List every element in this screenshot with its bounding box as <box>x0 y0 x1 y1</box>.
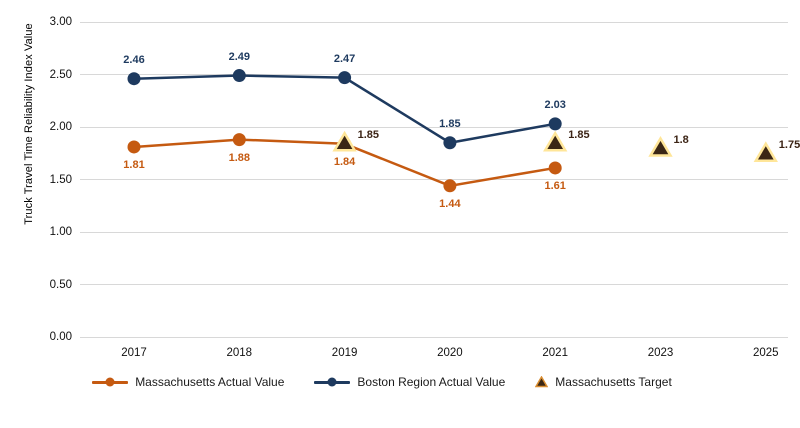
x-tick-label: 2018 <box>226 347 253 359</box>
legend-item-massachusetts-target: Massachusetts Target <box>535 375 672 389</box>
data-point-label: 2.47 <box>333 52 356 65</box>
triangle-marker-icon <box>753 141 778 162</box>
triangle-marker-icon <box>648 136 673 157</box>
data-point-label: 1.84 <box>333 155 356 168</box>
massachusetts-actual-line-swatch <box>92 377 129 387</box>
y-tick-label: 0.50 <box>49 278 72 291</box>
boston-region-line-swatch <box>314 377 351 387</box>
chart-legend: Massachusetts Actual Value Boston Region… <box>0 375 800 389</box>
gridline <box>80 74 788 75</box>
x-tick-label: 2020 <box>437 347 463 359</box>
y-tick-label: 2.00 <box>49 121 72 133</box>
circle-marker-icon <box>548 117 562 131</box>
legend-item-boston-region-actual: Boston Region Actual Value <box>314 375 505 389</box>
x-tick-label: 2019 <box>331 347 358 359</box>
data-point-label: 1.75 <box>778 139 800 152</box>
gridline <box>80 126 788 128</box>
legend-label: Massachusetts Actual Value <box>135 375 285 389</box>
triangle-marker-icon <box>332 130 357 152</box>
legend-label: Massachusetts Target <box>555 375 672 389</box>
x-tick-label: 2021 <box>542 347 568 359</box>
legend-item-massachusetts-actual: Massachusetts Actual Value <box>92 375 284 389</box>
data-point-label: 1.85 <box>357 128 380 141</box>
circle-marker-icon <box>443 179 457 193</box>
data-point-label: 1.85 <box>439 117 461 130</box>
gridline <box>80 336 788 338</box>
data-point-label: 1.85 <box>568 128 590 141</box>
circle-marker-icon <box>327 377 337 387</box>
circle-marker-icon <box>232 133 246 147</box>
gridline <box>80 284 788 285</box>
x-tick-label: 2017 <box>121 347 147 359</box>
circle-marker-icon <box>105 377 115 387</box>
data-point-label: 2.03 <box>544 98 566 111</box>
circle-marker-icon <box>127 72 141 86</box>
data-point-label: 1.88 <box>228 151 250 164</box>
x-tick-label: 2025 <box>753 347 779 359</box>
y-tick-label: 2.50 <box>49 68 72 81</box>
gridline <box>80 21 788 23</box>
triangle-marker-icon <box>535 376 549 388</box>
data-point-label: 1.61 <box>544 179 566 192</box>
circle-marker-icon <box>338 71 352 85</box>
data-point-label: 1.8 <box>673 134 689 146</box>
circle-marker-icon <box>232 69 246 83</box>
circle-marker-icon <box>127 140 141 154</box>
y-tick-label: 3.00 <box>49 16 72 28</box>
legend-label: Boston Region Actual Value <box>357 375 506 389</box>
data-point-label: 2.49 <box>228 50 250 63</box>
x-tick-label: 2023 <box>647 347 674 359</box>
y-tick-label: 1.50 <box>49 173 72 186</box>
circle-marker-icon <box>548 161 562 175</box>
triangle-marker-icon <box>543 130 568 152</box>
gridline <box>80 231 788 233</box>
data-point-label: 1.44 <box>439 197 461 210</box>
y-tick-label: 0.00 <box>49 331 72 343</box>
data-point-label: 2.46 <box>123 53 145 66</box>
data-point-label: 1.81 <box>123 158 145 171</box>
circle-marker-icon <box>443 136 457 150</box>
y-tick-label: 1.00 <box>49 226 72 238</box>
